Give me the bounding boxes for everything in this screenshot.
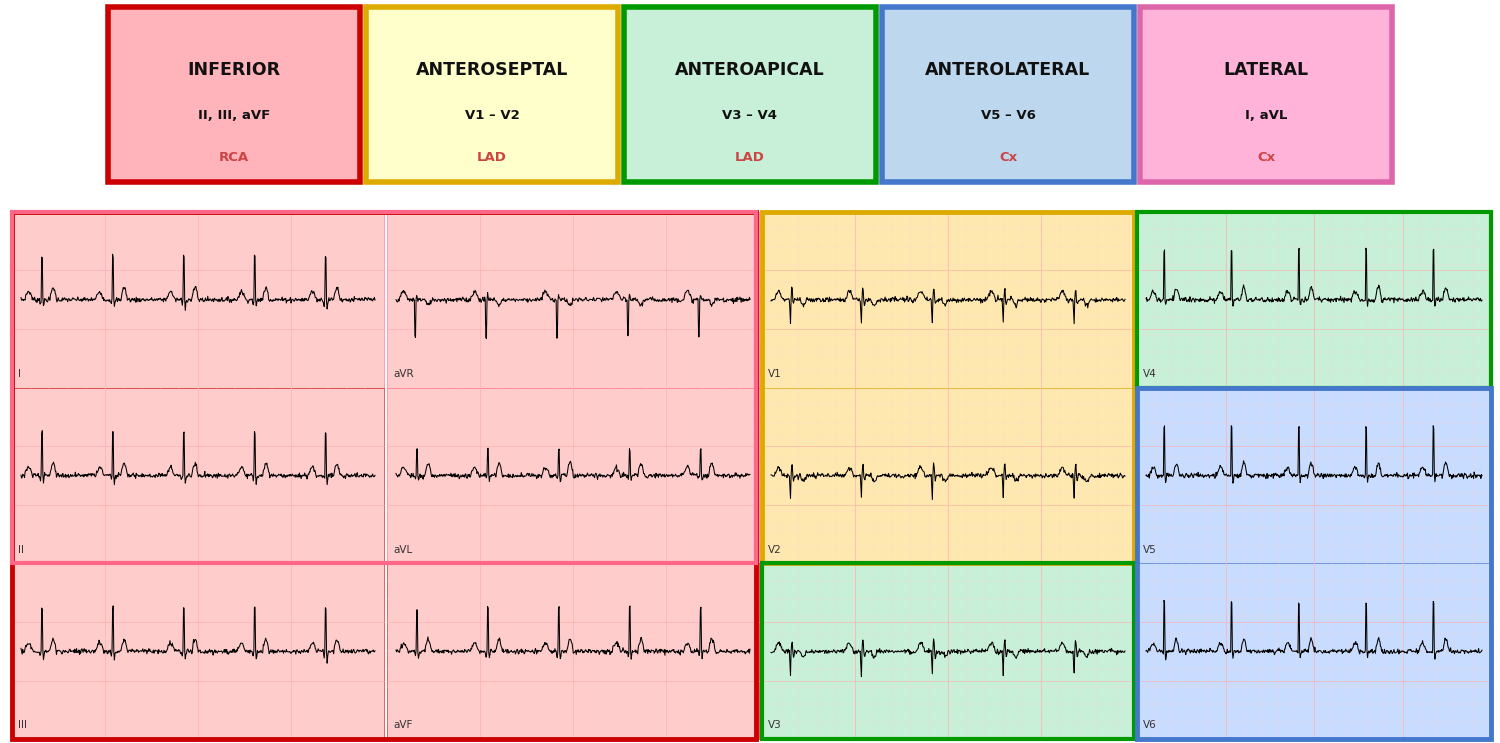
FancyBboxPatch shape bbox=[12, 212, 384, 388]
Text: aVF: aVF bbox=[393, 721, 412, 730]
FancyBboxPatch shape bbox=[12, 563, 384, 739]
Text: RCA: RCA bbox=[219, 151, 249, 164]
FancyBboxPatch shape bbox=[762, 212, 1134, 388]
FancyBboxPatch shape bbox=[1137, 388, 1491, 563]
Text: I: I bbox=[18, 369, 21, 379]
FancyBboxPatch shape bbox=[387, 563, 759, 739]
Text: V4: V4 bbox=[1143, 369, 1156, 379]
Text: ANTEROAPICAL: ANTEROAPICAL bbox=[675, 61, 825, 80]
Text: III: III bbox=[18, 721, 27, 730]
FancyBboxPatch shape bbox=[762, 563, 1134, 739]
Text: V5 – V6: V5 – V6 bbox=[981, 109, 1035, 122]
FancyBboxPatch shape bbox=[1137, 563, 1491, 739]
Text: LAD: LAD bbox=[477, 151, 507, 164]
Text: I, aVL: I, aVL bbox=[1245, 109, 1287, 122]
FancyBboxPatch shape bbox=[387, 212, 759, 388]
Text: V1: V1 bbox=[768, 369, 782, 379]
Text: ANTEROSEPTAL: ANTEROSEPTAL bbox=[416, 61, 568, 80]
FancyBboxPatch shape bbox=[1137, 212, 1491, 388]
Text: LAD: LAD bbox=[735, 151, 765, 164]
FancyBboxPatch shape bbox=[762, 388, 1134, 563]
Text: INFERIOR: INFERIOR bbox=[188, 61, 280, 80]
Text: Cx: Cx bbox=[999, 151, 1017, 164]
Text: V5: V5 bbox=[1143, 545, 1156, 554]
Text: aVL: aVL bbox=[393, 545, 412, 554]
FancyBboxPatch shape bbox=[366, 7, 618, 182]
Text: LATERAL: LATERAL bbox=[1224, 61, 1308, 80]
Text: V3: V3 bbox=[768, 721, 782, 730]
Text: II: II bbox=[18, 545, 24, 554]
Text: V2: V2 bbox=[768, 545, 782, 554]
FancyBboxPatch shape bbox=[12, 388, 384, 563]
FancyBboxPatch shape bbox=[624, 7, 876, 182]
FancyBboxPatch shape bbox=[108, 7, 360, 182]
Text: ANTEROLATERAL: ANTEROLATERAL bbox=[926, 61, 1090, 80]
Text: aVR: aVR bbox=[393, 369, 414, 379]
Text: V6: V6 bbox=[1143, 721, 1156, 730]
Text: Cx: Cx bbox=[1257, 151, 1275, 164]
Text: V1 – V2: V1 – V2 bbox=[465, 109, 519, 122]
Text: V3 – V4: V3 – V4 bbox=[723, 109, 777, 122]
FancyBboxPatch shape bbox=[1140, 7, 1392, 182]
FancyBboxPatch shape bbox=[387, 388, 759, 563]
Text: II, III, aVF: II, III, aVF bbox=[198, 109, 270, 122]
FancyBboxPatch shape bbox=[882, 7, 1134, 182]
